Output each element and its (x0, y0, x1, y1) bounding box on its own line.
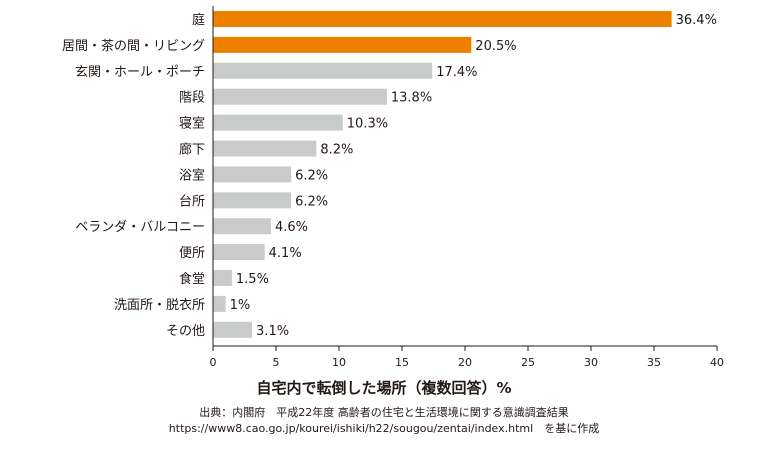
category-label: 廊下 (179, 142, 205, 158)
data-label: 17.4% (436, 65, 477, 80)
x-tick-label: 40 (710, 356, 724, 369)
source-url: https://www8.cao.go.jp/kourei/ishiki/h22… (168, 422, 600, 435)
data-label: 4.1% (269, 246, 302, 261)
x-tick-label: 15 (395, 356, 409, 369)
data-label: 8.2% (320, 143, 353, 158)
bar (213, 192, 292, 209)
source-note: 出典：内閣府 平成22年度 高齢者の住宅と生活環境に関する意識調査結果 (199, 406, 569, 419)
x-tick-label: 20 (458, 356, 472, 369)
data-label: 1.5% (236, 272, 269, 287)
data-label: 6.2% (295, 168, 328, 183)
x-tick-label: 0 (210, 356, 217, 369)
bar (213, 166, 292, 183)
data-label: 6.2% (295, 194, 328, 209)
bar (213, 270, 232, 286)
category-label: 玄関・ホール・ポーチ (75, 65, 205, 80)
data-label: 4.6% (275, 220, 308, 235)
category-label: ベランダ・バルコニー (75, 220, 205, 235)
data-label: 20.5% (475, 39, 516, 54)
bar (213, 218, 271, 235)
category-label: 浴室 (179, 167, 205, 183)
bar (213, 244, 265, 261)
bar (213, 11, 672, 27)
x-axis-title: 自宅内で転倒した場所（複数回答）% (256, 379, 512, 397)
x-tick-label: 30 (584, 356, 598, 369)
data-label: 10.3% (347, 117, 388, 132)
category-label: 食堂 (179, 271, 205, 287)
category-label: 台所 (179, 194, 205, 209)
x-tick-label: 25 (521, 356, 535, 369)
category-label: 居間・茶の間・リビング (62, 38, 205, 54)
bar (213, 62, 433, 79)
bar (213, 295, 226, 312)
category-label: 便所 (179, 246, 205, 261)
bar (213, 88, 387, 105)
x-tick-label: 10 (332, 356, 346, 369)
category-label: 階段 (179, 91, 205, 106)
data-label: 1% (230, 298, 251, 313)
data-label: 3.1% (256, 324, 289, 339)
x-tick-label: 5 (273, 356, 280, 369)
bar (213, 36, 472, 53)
data-label: 36.4% (676, 13, 717, 28)
category-label: 庭 (192, 12, 205, 28)
data-label: 13.8% (391, 91, 432, 106)
bar (213, 140, 317, 157)
x-tick-label: 35 (647, 356, 661, 369)
category-label: その他 (166, 324, 205, 339)
category-label: 寝室 (179, 116, 205, 132)
bar (213, 321, 253, 338)
category-label: 洗面所・脱衣所 (114, 297, 205, 313)
bar (213, 114, 343, 131)
